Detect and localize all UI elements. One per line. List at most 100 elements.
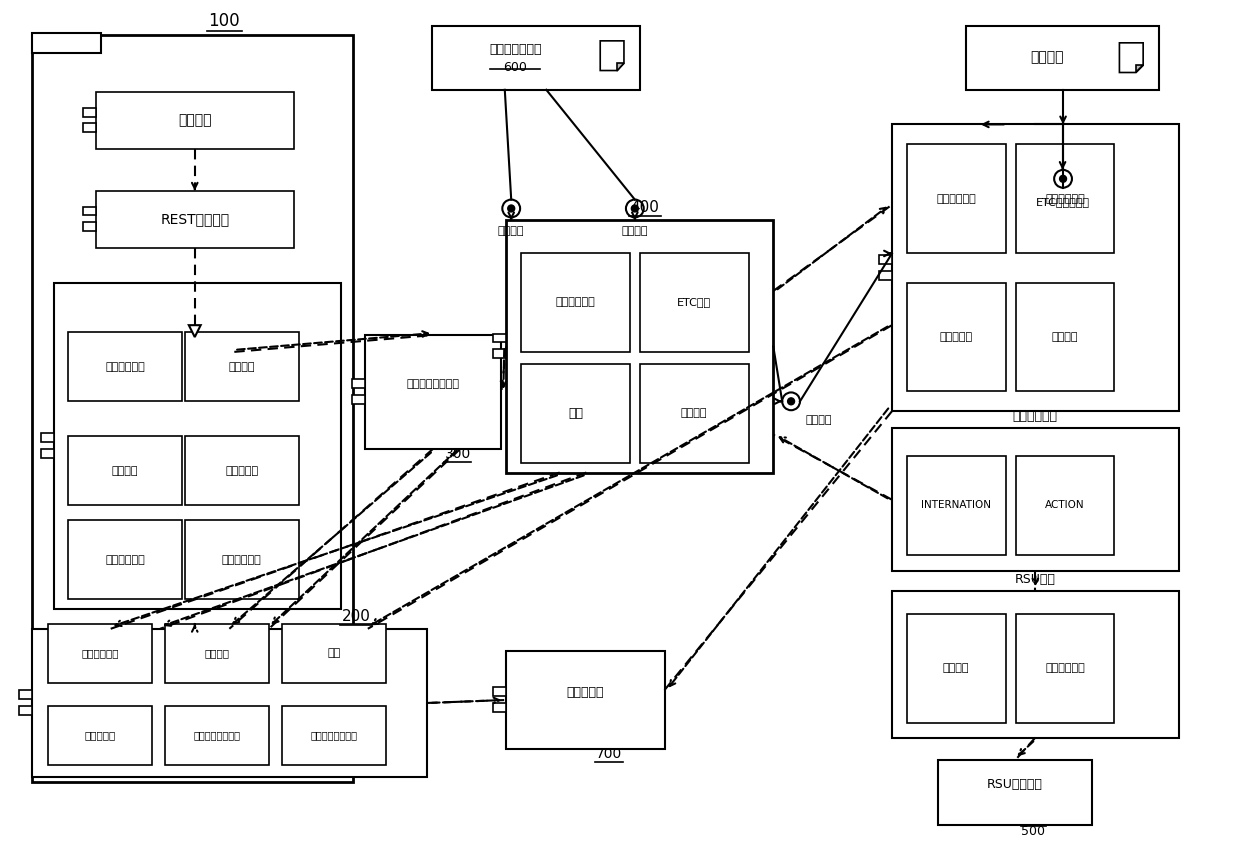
Bar xyxy=(41,433,55,442)
Circle shape xyxy=(507,205,515,212)
Bar xyxy=(906,456,1006,555)
Text: 交易接口: 交易接口 xyxy=(621,226,649,236)
Text: 业务验证: 业务验证 xyxy=(228,362,255,372)
Bar xyxy=(68,332,182,401)
Bar xyxy=(494,687,506,696)
Text: 100: 100 xyxy=(208,13,241,30)
Bar xyxy=(281,624,386,683)
Text: 500: 500 xyxy=(1022,824,1045,838)
Bar xyxy=(892,591,1179,738)
Bar xyxy=(906,282,1006,391)
Text: 停车场车道系统: 停车场车道系统 xyxy=(489,43,542,56)
Circle shape xyxy=(1060,175,1066,182)
Bar xyxy=(185,520,299,599)
Bar xyxy=(494,349,506,358)
Bar xyxy=(31,35,353,782)
Bar xyxy=(892,428,1179,572)
Text: 全局参数设置: 全局参数设置 xyxy=(105,362,145,372)
Text: 全局参数管理模块: 全局参数管理模块 xyxy=(407,379,460,389)
Bar xyxy=(352,379,365,388)
Text: 断链缓存: 断链缓存 xyxy=(1052,332,1079,342)
Bar xyxy=(41,448,55,458)
Bar xyxy=(879,255,892,264)
Bar xyxy=(521,253,630,352)
Bar xyxy=(83,207,95,216)
Bar xyxy=(640,363,749,463)
Bar xyxy=(68,520,182,599)
Text: REST接口管理: REST接口管理 xyxy=(160,212,229,227)
Bar xyxy=(95,191,294,248)
Circle shape xyxy=(787,398,795,405)
Bar xyxy=(68,436,182,505)
Text: INTERNATION: INTERNATION xyxy=(921,500,991,510)
Bar xyxy=(432,25,640,90)
Text: 基础协议实现: 基础协议实现 xyxy=(1045,663,1085,674)
Bar xyxy=(48,624,153,683)
Text: 设备链路监控: 设备链路监控 xyxy=(82,648,119,658)
Bar xyxy=(19,690,31,699)
Text: 密鑰: 密鑰 xyxy=(568,406,583,420)
Text: 云服务配置: 云服务配置 xyxy=(226,465,258,475)
Bar xyxy=(1016,614,1115,722)
Bar xyxy=(55,282,341,609)
Text: 设备日志: 设备日志 xyxy=(205,648,229,658)
Text: 云服务通信: 云服务通信 xyxy=(940,332,973,342)
Polygon shape xyxy=(600,40,624,71)
Bar xyxy=(521,363,630,463)
Polygon shape xyxy=(188,325,201,337)
Text: 云服务器: 云服务器 xyxy=(1030,51,1064,65)
Bar xyxy=(966,25,1159,90)
Bar xyxy=(95,92,294,149)
Bar xyxy=(165,624,269,683)
Bar xyxy=(83,123,95,132)
Bar xyxy=(185,332,299,401)
Text: 在线密鑰支持: 在线密鑰支持 xyxy=(936,194,976,204)
Text: 700: 700 xyxy=(596,747,622,761)
Bar xyxy=(352,395,365,404)
Bar xyxy=(1016,144,1115,253)
Bar xyxy=(281,706,386,765)
Text: RSU通信: RSU通信 xyxy=(1014,573,1055,586)
Text: 交易记录上传: 交易记录上传 xyxy=(1045,194,1085,204)
Bar xyxy=(506,651,665,749)
Text: 600: 600 xyxy=(503,61,527,74)
Bar xyxy=(185,436,299,505)
Text: 透传接口: 透传接口 xyxy=(806,415,832,425)
Text: 本地交易数据查询: 本地交易数据查询 xyxy=(310,731,357,741)
Bar xyxy=(494,703,506,711)
Text: RSU路侧单元: RSU路侧单元 xyxy=(987,778,1043,791)
Text: 设备管理: 设备管理 xyxy=(112,465,139,475)
Text: 200: 200 xyxy=(341,609,371,624)
Text: 链路维护: 链路维护 xyxy=(942,663,970,674)
Text: 透传接口实现: 透传接口实现 xyxy=(1013,410,1058,423)
Bar xyxy=(31,34,100,53)
Bar xyxy=(19,706,31,715)
Bar xyxy=(494,334,506,342)
Bar xyxy=(83,108,95,116)
Text: 交易上传: 交易上传 xyxy=(681,408,708,418)
Bar xyxy=(939,760,1091,824)
Text: 本地数据库: 本地数据库 xyxy=(567,685,604,699)
Bar xyxy=(906,144,1006,253)
Bar xyxy=(365,335,501,448)
Polygon shape xyxy=(1120,43,1143,72)
Bar xyxy=(640,253,749,352)
Bar xyxy=(48,706,153,765)
Bar xyxy=(879,271,892,280)
Bar xyxy=(31,629,427,777)
Text: 300: 300 xyxy=(444,447,471,460)
Polygon shape xyxy=(616,63,624,71)
Polygon shape xyxy=(1136,66,1143,72)
Bar xyxy=(892,125,1179,411)
Bar xyxy=(1016,282,1115,391)
Text: ETC交易: ETC交易 xyxy=(677,298,712,308)
Circle shape xyxy=(631,205,639,212)
Text: 断链数据积压检测: 断链数据积压检测 xyxy=(193,731,241,741)
Bar xyxy=(506,220,774,473)
Bar xyxy=(165,706,269,765)
Bar xyxy=(83,223,95,231)
Bar xyxy=(1016,456,1115,555)
Text: 400: 400 xyxy=(631,201,660,216)
Text: 运行状态监控: 运行状态监控 xyxy=(222,555,262,565)
Bar xyxy=(906,614,1006,722)
